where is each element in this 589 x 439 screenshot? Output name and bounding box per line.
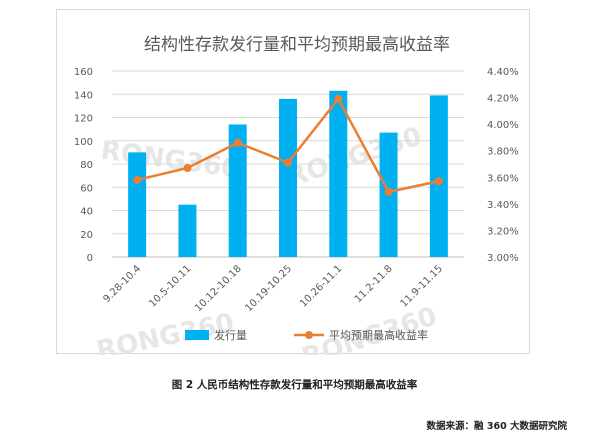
y-right-tick-label: 3.00% [487, 253, 519, 264]
legend-swatch-bar [185, 330, 209, 340]
x-tick-label: 10.26-11.1 [298, 263, 344, 309]
line-point [434, 177, 443, 186]
y-left-tick-label: 0 [87, 253, 93, 264]
y-left-tick-label: 20 [80, 230, 93, 241]
x-tick-label: 11.2-11.8 [353, 263, 395, 305]
line-point [384, 187, 393, 196]
bar [429, 95, 448, 257]
y-axis-right: 3.00% 3.20% 3.40% 3.60% 3.80% 4.00% 4.20% 4.40% [487, 67, 519, 264]
data-source: 数据来源：融 360 大数据研究院 [426, 421, 567, 432]
x-axis: 9.28-10.4 10.5-10.11 10.12-10.18 10.19-10.2… [101, 263, 445, 314]
y-left-tick-label: 60 [80, 183, 93, 194]
bar [178, 204, 197, 257]
x-tick-label: 10.12-10.18 [193, 263, 244, 314]
bar [279, 98, 297, 258]
y-left-tick-label: 100 [74, 137, 93, 148]
y-right-tick-label: 3.60% [487, 173, 519, 184]
y-right-tick-label: 4.00% [487, 120, 519, 131]
line-series [133, 94, 443, 196]
legend-label: 发行量 [214, 328, 247, 342]
legend-label: 平均预期最高收益率 [329, 328, 428, 342]
y-left-tick-label: 80 [80, 160, 93, 171]
x-tick-label: 10.19-10.25 [243, 263, 294, 314]
bar [228, 124, 247, 257]
line-point [133, 175, 142, 184]
y-left-tick-label: 120 [74, 114, 93, 125]
legend: 发行量 平均预期最高收益率 [185, 328, 428, 342]
legend-swatch-marker [305, 331, 313, 339]
y-right-tick-label: 3.80% [487, 147, 519, 158]
x-tick-label: 9.28-10.4 [101, 263, 143, 305]
watermark-upper-left: RONG360 [99, 136, 241, 185]
y-left-tick-label: 40 [80, 207, 93, 218]
combo-chart: 结构性存款发行量和平均预期最高收益率 RONG360 RONG360RONG360… [74, 35, 519, 355]
y-axis-left: 0 20 40 60 80 100 120 140 160 [74, 67, 93, 264]
x-tick-label: 10.5-10.11 [147, 263, 193, 309]
y-left-tick-label: 160 [74, 67, 93, 78]
chart-title: 结构性存款发行量和平均预期最高收益率 [144, 35, 450, 55]
bar [128, 152, 147, 257]
y-right-tick-label: 4.40% [487, 67, 519, 78]
y-left-tick-label: 140 [74, 90, 93, 101]
y-right-tick-label: 3.40% [487, 200, 519, 211]
x-tick-label: 11.9-11.15 [399, 263, 445, 309]
figure-caption: 图 2 人民币结构性存款发行量和平均预期最高收益率 [171, 379, 418, 391]
bar [329, 90, 348, 257]
line-point [233, 138, 242, 147]
line-point [284, 158, 292, 167]
y-right-tick-label: 3.20% [487, 226, 519, 237]
line-point [183, 163, 192, 172]
chart-frame: 结构性存款发行量和平均预期最高收益率 RONG360 RONG360 RONG360… [56, 9, 530, 355]
y-right-tick-label: 4.20% [487, 94, 519, 105]
watermark-upper-right: RONG360 [284, 122, 426, 194]
line-point [334, 94, 343, 103]
